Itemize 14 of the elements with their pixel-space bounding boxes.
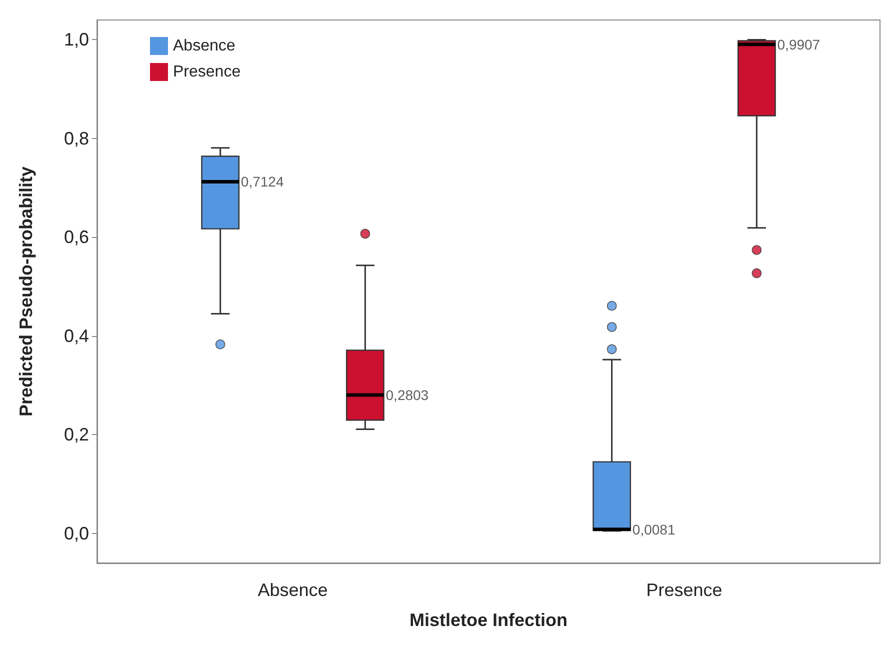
y-tick-label: 0,6: [64, 227, 89, 248]
annotation: 0,9907: [777, 36, 820, 52]
y-tick-label: 0,4: [64, 326, 89, 346]
y-tick-label: 0,2: [64, 424, 89, 445]
y-tick-label: 0,0: [64, 523, 89, 544]
annotation: 0,7124: [240, 174, 284, 190]
legend-label: Presence: [173, 64, 241, 80]
legend-label: Absence: [173, 38, 236, 54]
annotation: 0,0081: [632, 521, 676, 538]
x-axis-title: Mistletoe Infection: [409, 610, 568, 630]
y-axis-title: Predicted Pseudo-probability: [16, 166, 36, 417]
y-tick-label: 0,8: [64, 128, 89, 148]
y-tick-label: 1,0: [64, 30, 89, 50]
annotation: 0,2803: [386, 387, 429, 404]
